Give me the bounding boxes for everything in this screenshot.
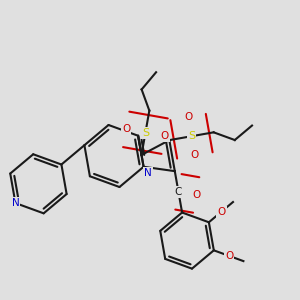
Text: O: O <box>225 251 233 261</box>
Text: S: S <box>188 131 195 141</box>
Text: S: S <box>142 128 149 138</box>
Text: C: C <box>175 187 182 197</box>
Text: O: O <box>192 190 200 200</box>
Text: O: O <box>184 112 192 122</box>
Text: O: O <box>160 131 169 141</box>
Text: O: O <box>122 124 130 134</box>
Text: O: O <box>218 207 226 217</box>
Text: O: O <box>191 150 199 161</box>
Text: N: N <box>144 168 152 178</box>
Text: N: N <box>12 198 19 208</box>
